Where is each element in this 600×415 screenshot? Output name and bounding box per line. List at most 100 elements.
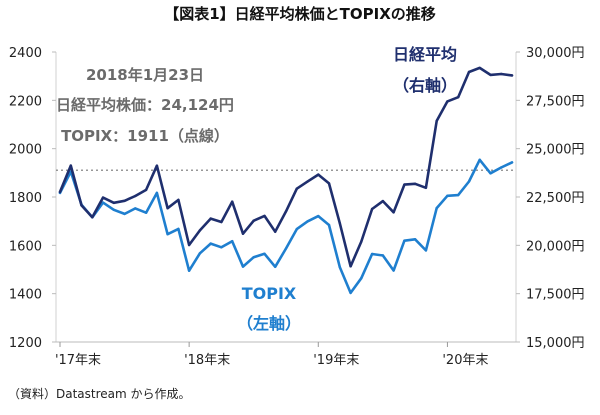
topix-data-point [478,158,481,161]
topix-data-point [381,254,385,257]
topix-data-point [446,194,449,197]
topix-data-point [327,223,331,227]
topix-series-line [58,158,514,295]
nikkei-data-point [166,207,169,210]
topix-data-point [457,193,460,197]
topix-data-point [424,249,428,252]
topix-data-point [177,227,180,231]
topix-data-point [360,277,363,280]
nikkei-data-point [198,229,202,232]
nikkei-data-point [457,96,460,99]
annotation-date: 2018年1月23日 [86,66,204,84]
right-tick-label: 30,000円 [526,46,585,61]
topix-data-point [306,220,309,223]
topix-data-point [403,239,406,242]
x-tick-label: '17年末 [55,353,101,368]
nikkei-data-point [101,196,105,199]
topix-data-point [467,180,471,183]
right-tick-label: 20,000円 [526,239,585,254]
topix-data-point [370,252,374,256]
topix-data-point [500,166,503,169]
nikkei-data-point [177,198,180,202]
topix-data-point [198,252,202,255]
nikkei-data-point [134,194,137,198]
topix-data-point [220,246,223,249]
right-tick-label: 27,500円 [526,94,585,109]
topix-data-point [435,206,438,210]
topix-data-point [101,201,105,204]
left-tick-labels: 1200 1400 1600 1800 2000 2200 2400 [9,46,56,351]
nikkei-data-point [252,219,255,222]
right-tick-label: 15,000円 [526,336,585,351]
topix-data-point [284,247,288,250]
nikkei-data-point [306,180,309,183]
nikkei-data-point [489,73,492,77]
topix-data-point [263,252,266,255]
right-tick-label: 17,500円 [526,288,585,303]
nikkei-series-label: 日経平均 [393,45,457,64]
nikkei-data-point [478,66,481,70]
topix-data-point [112,208,116,211]
nikkei-data-point [467,70,471,74]
left-tick-label: 2200 [9,94,42,109]
nikkei-data-point [403,183,406,186]
nikkei-data-point [435,119,438,123]
nikkei-data-point [209,217,212,220]
annotation-topix-value: TOPIX：1911（点線） [61,127,229,145]
topix-data-point [209,242,212,245]
right-tick-label: 22,500円 [526,191,585,206]
topix-series-label: TOPIX [242,284,297,303]
x-tick-label: '19年末 [313,353,359,368]
nikkei-data-point [424,186,428,189]
nikkei-data-point [284,210,288,213]
topix-data-point [274,265,277,268]
topix-data-point [134,207,137,210]
left-tick-label: 1200 [9,336,42,351]
chart-title: 【図表1】日経平均株価とTOPIXの推移 [164,5,436,23]
nikkei-data-point [338,222,341,225]
nikkei-data-point [317,173,320,176]
topix-data-point [252,256,255,259]
nikkei-data-point [220,220,223,224]
nikkei-data-point [500,72,503,76]
nikkei-data-point [274,230,277,233]
nikkei-data-point [187,243,191,247]
topix-data-point [338,265,341,269]
left-tick-label: 2400 [9,46,42,61]
x-tick-label: '18年末 [184,353,230,368]
topix-data-point [489,172,492,175]
left-tick-label: 2000 [9,143,42,158]
nikkei-data-point [349,265,352,268]
nikkei-data-point [123,199,126,202]
nikkei-data-point [91,216,94,219]
nikkei-data-point [392,211,395,214]
nikkei-data-point [360,240,363,243]
topix-data-point [231,240,234,243]
annotation-nikkei-value: 日経平均株価：24,124円 [56,96,234,114]
nikkei-axis-note: （右軸） [393,76,457,95]
left-tick-label: 1800 [9,191,42,206]
topix-data-point [349,291,352,295]
nikkei-data-point [231,200,234,203]
nikkei-data-point [370,207,374,211]
nikkei-data-point [58,190,62,194]
topix-data-point [144,211,148,214]
topix-axis-note: （左軸） [237,314,301,333]
topix-data-point [317,214,320,218]
nikkei-data-point [446,100,449,103]
topix-data-point [155,191,159,195]
x-tick-label: '20年末 [442,353,488,368]
topix-data-point [241,265,245,268]
topix-data-point [413,238,417,241]
right-tick-labels: 15,000円 17,500円 20,000円 22,500円 25,000円 27,50… [516,46,585,351]
topix-data-point [166,233,169,236]
left-tick-label: 1600 [9,239,42,254]
topix-data-point [392,269,395,272]
topix-data-point [295,227,298,231]
topix-data-point [187,269,191,272]
nikkei-data-point [327,182,331,185]
nikkei-data-point [295,187,298,190]
source-note: （資料）Datastream から作成。 [8,387,191,401]
nikkei-data-point [413,182,417,185]
